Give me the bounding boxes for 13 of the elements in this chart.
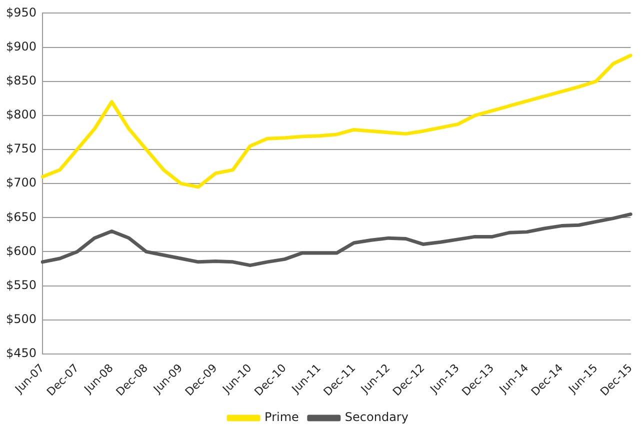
y-tick-label: $550	[6, 278, 37, 292]
y-tick-label: $950	[6, 5, 37, 20]
y-tick-label: $450	[6, 346, 37, 360]
y-tick-label: $700	[6, 176, 37, 190]
y-tick-label: $600	[6, 244, 37, 258]
y-tick-label: $850	[6, 73, 37, 88]
y-tick-label: $500	[6, 312, 37, 326]
legend-label: Prime	[264, 410, 299, 424]
y-tick-label: $650	[6, 210, 37, 224]
y-tick-label: $900	[6, 39, 37, 54]
y-tick-label: $750	[6, 142, 37, 156]
y-tick-label: $800	[6, 108, 37, 122]
legend-label: Secondary	[344, 410, 408, 424]
